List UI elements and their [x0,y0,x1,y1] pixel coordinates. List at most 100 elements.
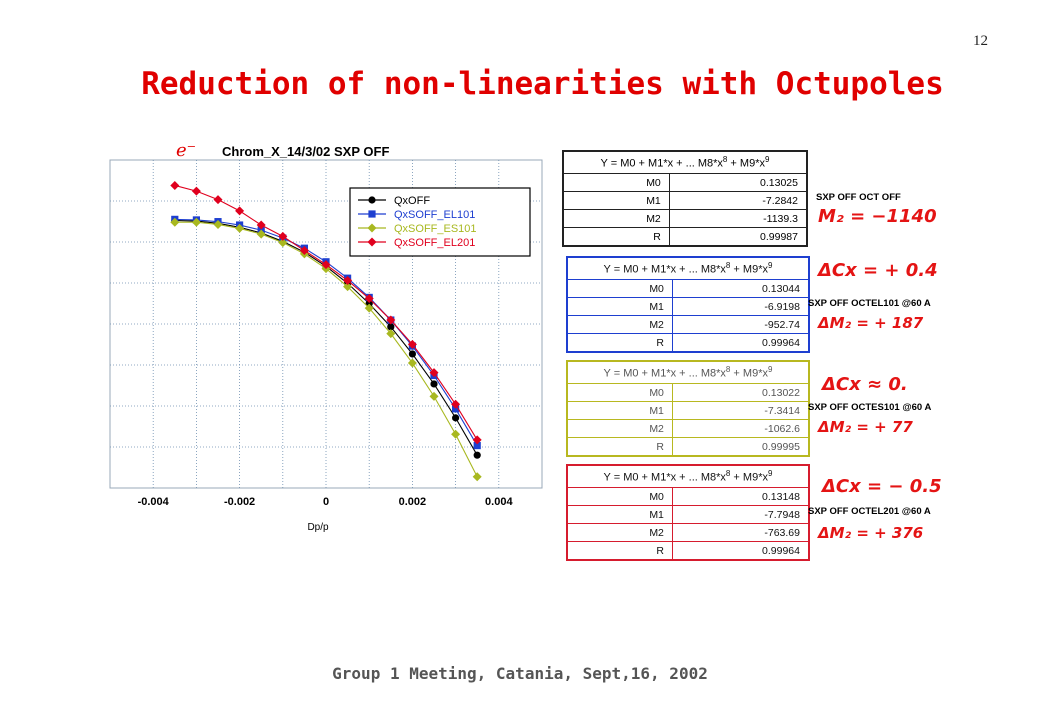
param-value: -952.74 [671,315,810,334]
data-point [368,196,376,204]
param-label: R [566,541,673,561]
legend-label: QxSOFF_EL101 [394,209,475,221]
data-point [170,217,180,227]
param-value: -7.2842 [668,191,808,210]
side-label-octel101: SXP OFF OCTEL101 @60 A [808,298,931,309]
param-label: R [566,437,673,457]
fit-table-octel201: Y = M0 + M1*x + ... M8*x8 + M9*x9 M0 0.13… [566,464,810,561]
data-point [235,223,245,233]
fit-table-header: Y = M0 + M1*x + ... M8*x8 + M9*x9 [566,464,810,488]
handwritten-note: ΔCx = + 0.4 [818,260,938,281]
x-tick-labels: -0.004 -0.002 0 0.002 0.004 [138,496,514,508]
data-point [386,315,396,325]
legend-label: QxOFF [394,195,430,207]
legend-entry: QxSOFF_ES101 [358,223,477,235]
data-point [343,275,353,285]
data-point [407,358,417,368]
legend-entry: QxOFF [358,195,430,207]
chart-legend: QxOFF QxSOFF_EL101 QxSOFF_ES101 QxSOFF_EL20… [349,187,531,257]
param-label: M2 [566,523,673,542]
series-QxSOFF_EL201 [170,180,482,445]
data-point [472,435,482,445]
data-point [452,414,460,422]
fit-table-header: Y = M0 + M1*x + ... M8*x8 + M9*x9 [566,360,810,384]
param-value: 0.13022 [671,383,810,402]
param-value: 0.99964 [671,541,810,561]
param-label: M0 [566,279,673,298]
param-label: M1 [566,401,673,420]
param-value: 0.99964 [671,333,810,353]
param-value: 0.13025 [668,173,808,192]
data-point [365,300,373,308]
data-point [367,237,377,247]
param-label: R [566,333,673,353]
slide-title: Reduction of non-linearities with Octupo… [141,66,944,102]
data-point [364,303,374,313]
param-label: M0 [562,173,670,192]
param-label: R [562,227,670,247]
handwritten-note: ΔM₂ = + 77 [818,418,913,436]
data-point [452,405,460,413]
chart-series [170,180,482,482]
legend-box [349,187,531,257]
data-point [235,206,245,216]
data-point [213,219,223,229]
param-label: M2 [562,209,670,228]
param-label: M2 [566,315,673,334]
fit-table-octel101: Y = M0 + M1*x + ... M8*x8 + M9*x9 M0 0.13… [566,256,810,353]
data-point [213,195,223,205]
x-tick-label: -0.004 [138,496,170,508]
side-label-octes101: SXP OFF OCTES101 @60 A [808,402,932,413]
side-label-oct-off: SXP OFF OCT OFF [816,192,901,203]
handwritten-note: ΔCx = − 0.5 [822,476,942,497]
param-label: M1 [566,505,673,524]
handwritten-note: ΔM₂ = + 376 [818,524,924,542]
x-axis-label: Dp/p [307,522,329,533]
chart-title: Chrom_X_14/3/02 SXP OFF [222,144,390,159]
data-point [429,368,439,378]
legend-label: QxSOFF_EL201 [394,237,475,249]
param-label: M1 [566,297,673,316]
fit-table-header: Y = M0 + M1*x + ... M8*x8 + M9*x9 [566,256,810,280]
x-tick-label: 0.004 [485,496,513,508]
data-point [473,451,481,459]
data-point [408,350,416,358]
legend-entry: QxSOFF_EL101 [358,209,475,221]
fit-table-oct-off: Y = M0 + M1*x + ... M8*x8 + M9*x9 M0 0.13… [562,150,808,247]
chart-handwritten-mark: e⁻ [176,140,197,161]
param-label: M0 [566,383,673,402]
x-tick-label: -0.002 [224,496,255,508]
data-point [430,380,438,388]
param-value: 0.99995 [671,437,810,457]
data-point [364,294,374,304]
param-label: M2 [566,419,673,438]
handwritten-note: ΔCx ≈ 0. [822,374,908,395]
fit-table-header: Y = M0 + M1*x + ... M8*x8 + M9*x9 [562,150,808,174]
data-point [451,399,461,409]
legend-entry: QxSOFF_EL201 [358,237,475,249]
data-point [429,391,439,401]
param-value: 0.13044 [671,279,810,298]
x-tick-label: 0 [323,496,329,508]
param-value: 0.99987 [668,227,808,247]
param-label: M0 [566,487,673,506]
data-point [407,339,417,349]
param-value: -6.9198 [671,297,810,316]
param-value: -7.3414 [671,401,810,420]
slide-number: 12 [973,33,988,49]
data-point [278,238,288,248]
data-point [191,186,201,196]
data-point [343,282,353,292]
handwritten-note: ΔM₂ = + 187 [818,314,924,332]
footer: Group 1 Meeting, Catania, Sept,16, 2002 [332,664,708,683]
data-point [386,329,396,339]
data-point [191,217,201,227]
data-point [256,229,266,239]
param-value: -1139.3 [668,209,808,228]
data-point [387,323,395,331]
data-point [451,429,461,439]
handwritten-note: M₂ = −1140 [818,206,937,227]
data-point [472,472,482,482]
param-value: 0.13148 [671,487,810,506]
